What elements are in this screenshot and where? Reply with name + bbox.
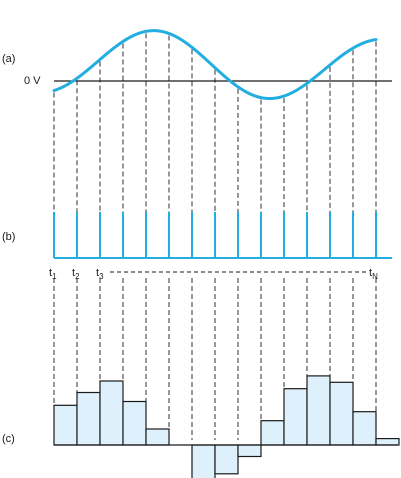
- sample-bar: [306, 375, 331, 446]
- panel-label-b: (b): [2, 231, 15, 243]
- sample-bar: [191, 444, 216, 478]
- panel-label-a: (a): [2, 53, 15, 65]
- sampling-guides: [53, 33, 377, 440]
- analog-signal-waveform: [52, 29, 378, 101]
- sample-bar: [260, 420, 285, 446]
- time-label-tN: tN: [369, 267, 378, 281]
- sample-bar: [237, 444, 262, 458]
- sample-bar: [76, 391, 101, 446]
- sample-bar: [375, 438, 400, 446]
- sample-bar: [352, 411, 377, 446]
- sample-bar: [283, 388, 308, 446]
- panel-b: (b) t1 t2 t3 tN: [2, 212, 392, 281]
- zero-volt-label: 0 V: [24, 75, 41, 87]
- time-labels: t1 t2 t3 tN: [49, 267, 378, 281]
- time-label-t2: t2: [72, 267, 80, 281]
- sample-bar: [329, 381, 354, 446]
- sample-bar: [214, 444, 239, 475]
- sample-bar: [99, 380, 124, 446]
- panel-a: (a) 0 V: [2, 29, 392, 101]
- sampling-pulse-train: [53, 212, 392, 259]
- sample-bar: [145, 428, 170, 446]
- sample-hold-bars: [53, 375, 400, 478]
- sample-bar: [53, 404, 78, 446]
- panel-c: (c): [2, 375, 400, 478]
- time-label-t1: t1: [49, 267, 57, 281]
- sample-bar: [122, 400, 147, 446]
- panel-label-c: (c): [2, 433, 15, 445]
- time-label-t3: t3: [96, 267, 104, 281]
